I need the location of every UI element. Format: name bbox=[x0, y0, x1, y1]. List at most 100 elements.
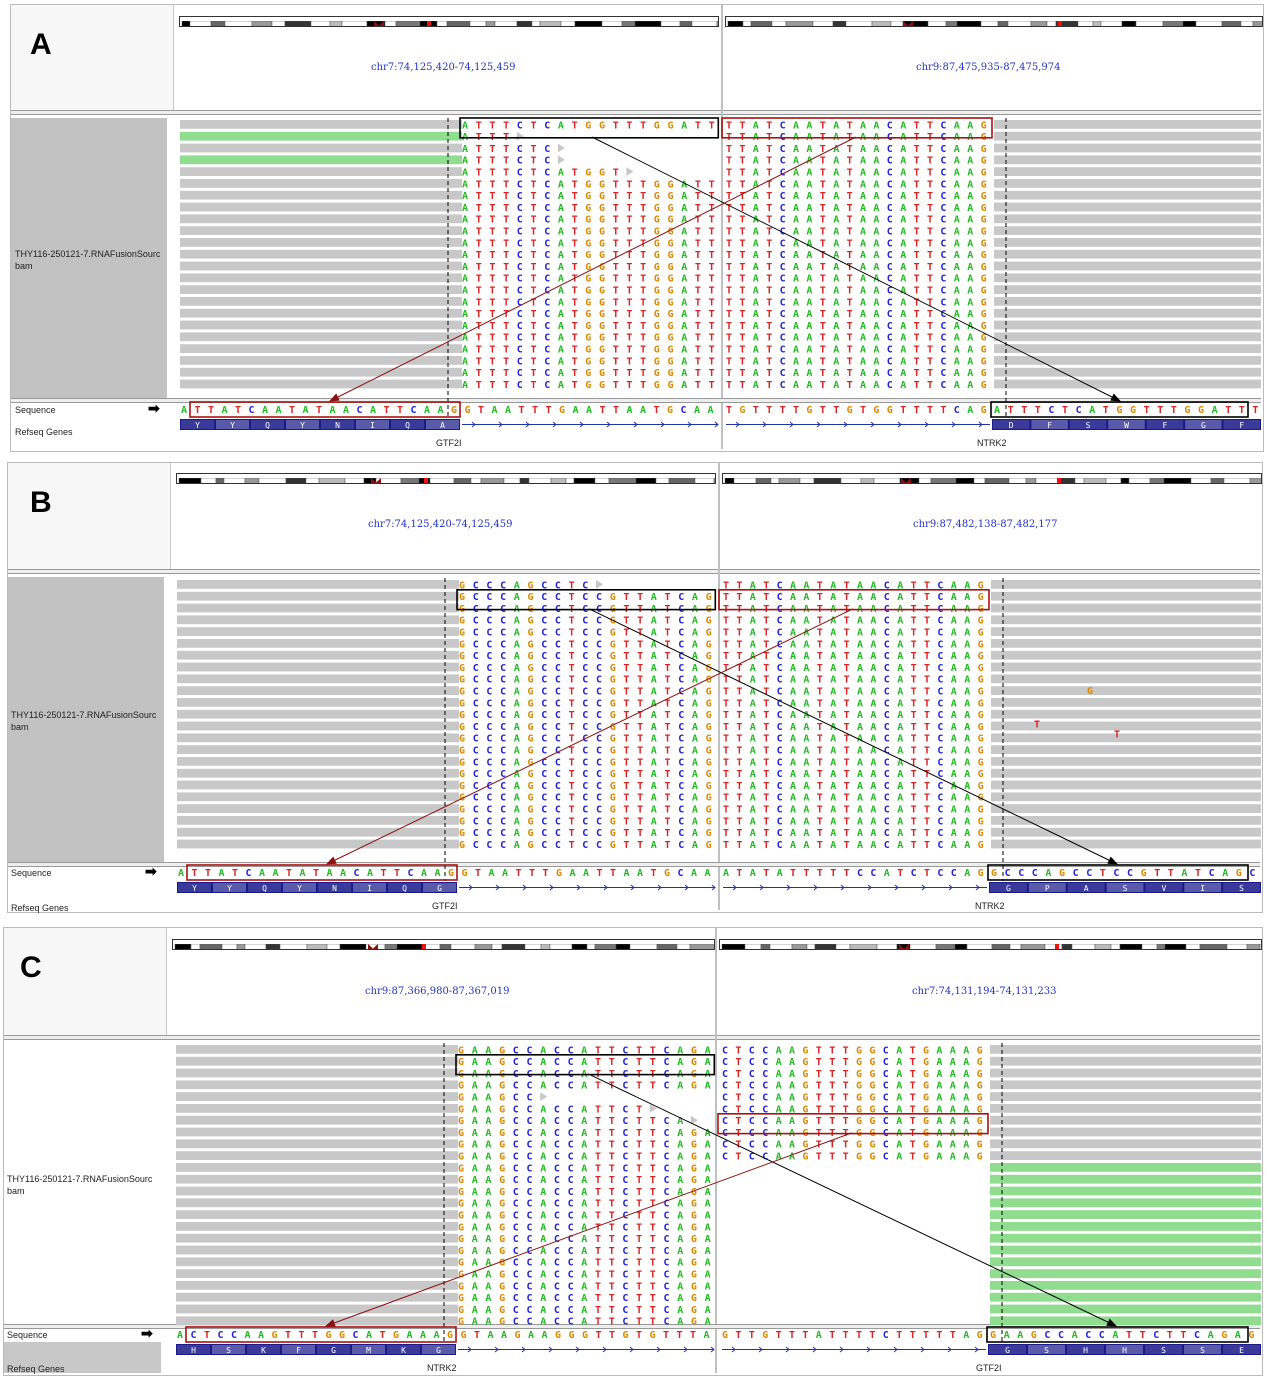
read-base: T bbox=[637, 769, 643, 780]
strand-arrow-icon[interactable]: ➡ bbox=[145, 863, 157, 879]
track-name-a[interactable]: THY116-250121-7.RNAFusionSourc bam bbox=[15, 249, 161, 271]
alignment-view-b[interactable]: G C C C A G C C T C T T A T C A A T A T A A C A T T C A A GG C C C A G C C T C… bbox=[0, 460, 1267, 915]
read-base: A bbox=[681, 286, 687, 297]
locus-right-a[interactable]: chr9:87,475,935-87,475,974 bbox=[916, 62, 1061, 73]
read-base: A bbox=[750, 639, 756, 650]
read-base: C bbox=[486, 805, 492, 816]
track-name-c[interactable]: THY116-250121-7.RNAFusionSourc bam bbox=[7, 1174, 153, 1196]
ideogram-left-b[interactable] bbox=[176, 473, 716, 484]
reference-base: T bbox=[726, 405, 732, 416]
reference-base: T bbox=[924, 868, 930, 879]
ideogram-left-a[interactable] bbox=[179, 16, 719, 27]
read-base: T bbox=[847, 250, 853, 261]
strand-arrow-icon[interactable]: ➡ bbox=[141, 1325, 153, 1341]
read-base: C bbox=[937, 580, 943, 591]
read-base: G bbox=[668, 309, 674, 320]
locus-left-b[interactable]: chr7:74,125,420-74,125,459 bbox=[368, 519, 513, 530]
read-base: A bbox=[873, 286, 879, 297]
read-base: T bbox=[489, 179, 495, 190]
read-base: G bbox=[499, 1093, 505, 1104]
locus-right-b[interactable]: chr9:87,482,138-87,482,177 bbox=[913, 519, 1058, 530]
read-base: A bbox=[803, 828, 809, 839]
read-base: A bbox=[514, 746, 520, 757]
reference-base: T bbox=[843, 1330, 849, 1341]
read-base: T bbox=[595, 1258, 601, 1269]
read-base: A bbox=[753, 368, 759, 379]
read-base: A bbox=[793, 309, 799, 320]
read-base: C bbox=[513, 1211, 519, 1222]
reference-base: C bbox=[1099, 1330, 1105, 1341]
reference-base: G bbox=[515, 1330, 521, 1341]
ideogram-right-c[interactable] bbox=[719, 939, 1262, 950]
read-base: C bbox=[555, 580, 561, 591]
reference-base: A bbox=[1222, 868, 1228, 879]
read-base: C bbox=[541, 616, 547, 627]
locus-right-c[interactable]: chr7:74,131,194-74,131,233 bbox=[912, 986, 1057, 997]
read-base: A bbox=[790, 710, 796, 721]
read-base: T bbox=[726, 238, 732, 249]
gene-label-right-c[interactable]: GTF2I bbox=[976, 1363, 1002, 1373]
reference-base: A bbox=[967, 405, 973, 416]
read-base: A bbox=[967, 215, 973, 226]
read-base: C bbox=[940, 250, 946, 261]
read-base: T bbox=[626, 227, 632, 238]
read-base: T bbox=[766, 321, 772, 332]
read-base: C bbox=[473, 698, 479, 709]
read-base: C bbox=[555, 757, 561, 768]
strand-arrow-icon[interactable]: ➡ bbox=[148, 400, 160, 416]
split-divider-a[interactable] bbox=[721, 5, 723, 449]
read-base: A bbox=[936, 1069, 942, 1080]
read-base: A bbox=[705, 1234, 711, 1245]
read-base: C bbox=[527, 1222, 533, 1233]
ideogram-right-b[interactable] bbox=[722, 473, 1262, 484]
intron-line bbox=[459, 884, 987, 891]
read-base: G bbox=[978, 651, 984, 662]
read-base: T bbox=[569, 687, 575, 698]
read-base: T bbox=[723, 769, 729, 780]
read-base: A bbox=[870, 675, 876, 686]
locus-left-a[interactable]: chr7:74,125,420-74,125,459 bbox=[371, 62, 516, 73]
alignment-view-a[interactable]: A T T T C T C A T G G T T T G G A T T T T A T C A A T A T A A C A T T C A A GA… bbox=[0, 0, 1267, 455]
read-base: A bbox=[540, 1317, 546, 1328]
read-base: G bbox=[599, 215, 605, 226]
read-base: C bbox=[722, 1069, 728, 1080]
split-divider-b[interactable] bbox=[718, 463, 720, 910]
read-base: T bbox=[623, 710, 629, 721]
read-base: A bbox=[558, 203, 564, 214]
locus-left-c[interactable]: chr9:87,366,980-87,367,019 bbox=[365, 986, 510, 997]
read-base: T bbox=[623, 663, 629, 674]
read-base: T bbox=[924, 793, 930, 804]
read-base: T bbox=[817, 793, 823, 804]
alignment-view-c[interactable]: G A A G C C A C C A T T C T T C A G A C T C C A A G T T T G G C A T G A A A GG… bbox=[0, 925, 1267, 1377]
split-divider-c[interactable] bbox=[715, 928, 717, 1373]
gene-label-left-a[interactable]: GTF2I bbox=[436, 438, 462, 448]
gene-label-left-c[interactable]: NTRK2 bbox=[427, 1363, 457, 1373]
read-base: T bbox=[489, 380, 495, 391]
read-base: A bbox=[900, 144, 906, 155]
gene-label-right-a[interactable]: NTRK2 bbox=[977, 438, 1007, 448]
read-base: A bbox=[950, 1116, 956, 1127]
read-base: A bbox=[472, 1246, 478, 1257]
read-base: A bbox=[873, 297, 879, 308]
read-base: A bbox=[790, 592, 796, 603]
read-base: G bbox=[499, 1293, 505, 1304]
amino-acid: D bbox=[1009, 421, 1014, 430]
read-base: A bbox=[951, 805, 957, 816]
ideogram-left-c[interactable] bbox=[172, 939, 715, 950]
read-base: T bbox=[476, 380, 482, 391]
read-base: G bbox=[654, 250, 660, 261]
read-base: T bbox=[709, 321, 715, 332]
gene-label-right-b[interactable]: NTRK2 bbox=[975, 901, 1005, 911]
read-base: C bbox=[582, 580, 588, 591]
read-base: C bbox=[500, 722, 506, 733]
read-base: T bbox=[623, 781, 629, 792]
gene-label-left-b[interactable]: GTF2I bbox=[432, 901, 458, 911]
track-name-b[interactable]: THY116-250121-7.RNAFusionSourc bam bbox=[11, 710, 157, 732]
ideogram-right-a[interactable] bbox=[725, 16, 1263, 27]
reference-base: C bbox=[1044, 1330, 1050, 1341]
amino-acid: G bbox=[1201, 421, 1206, 430]
read-base: C bbox=[486, 628, 492, 639]
